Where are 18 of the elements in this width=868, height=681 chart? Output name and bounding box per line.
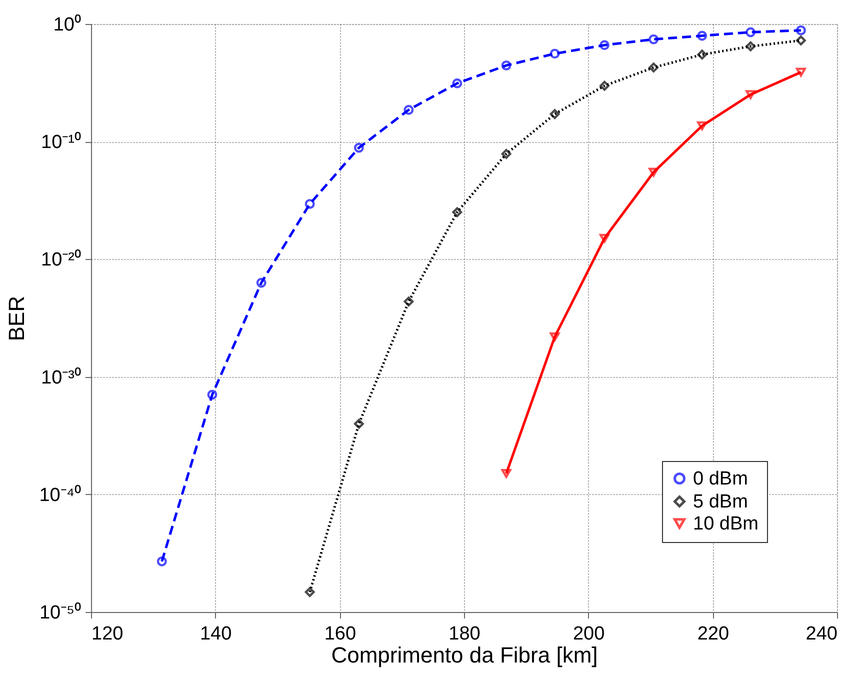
y-tick-label: 10⁰ [53, 14, 82, 36]
x-tick-label: 120 [92, 624, 124, 644]
x-tick-label: 240 [806, 624, 838, 644]
y-tick-label: 10⁻⁴⁰ [39, 484, 82, 506]
legend-label: 10 dBm [693, 514, 758, 534]
y-tick-label: 10⁻¹⁰ [41, 131, 82, 154]
y-tick-label: 10⁻⁵⁰ [39, 602, 82, 624]
y-tick-label: 10⁻²⁰ [41, 248, 82, 271]
x-tick-label: 220 [697, 624, 730, 644]
x-tick-label: 140 [200, 624, 232, 644]
legend-label: 5 dBm [693, 492, 748, 512]
y-axis-title: BER [4, 296, 30, 342]
x-tick-label: 180 [448, 624, 480, 644]
y-tick-label: 10⁻³⁰ [41, 366, 82, 388]
x-tick-label: 200 [572, 624, 605, 644]
x-axis-title: Comprimento da Fibra [km] [331, 642, 598, 668]
x-tick-label: 160 [324, 624, 356, 644]
legend-label: 0 dBm [693, 468, 748, 490]
